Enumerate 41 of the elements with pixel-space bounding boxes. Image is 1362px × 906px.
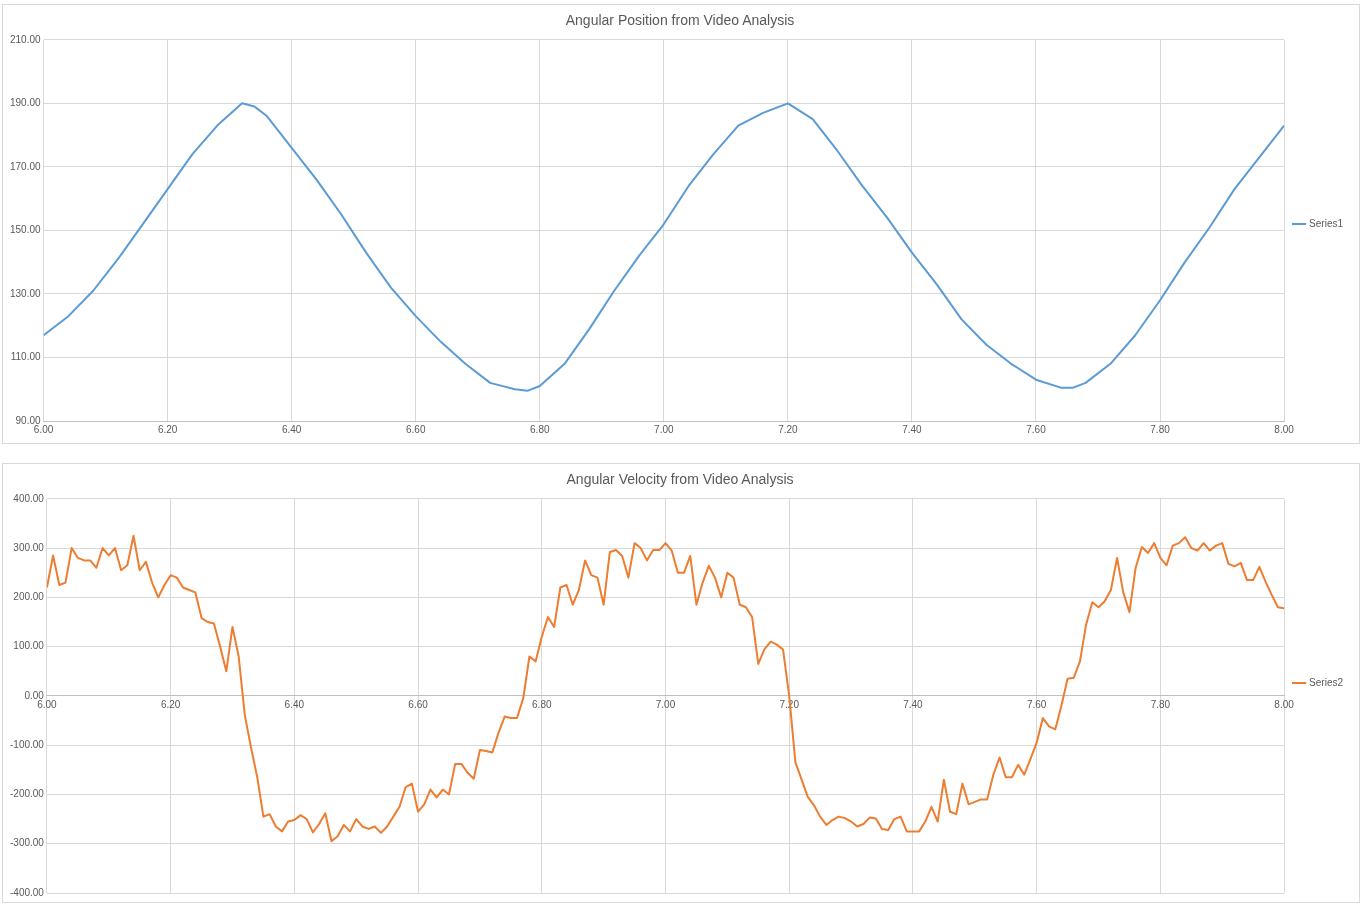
x-tick-label: 6.60 bbox=[406, 423, 426, 435]
x-tick-label: 7.80 bbox=[1150, 423, 1171, 435]
y-tick-label: 0.00 bbox=[24, 689, 45, 701]
x-tick-label: 6.00 bbox=[37, 698, 58, 710]
x-tick-label: 7.20 bbox=[778, 423, 799, 435]
y-tick-label: 210.00 bbox=[9, 33, 42, 45]
y-tick-label: -100.00 bbox=[9, 738, 45, 750]
y-tick-label: -300.00 bbox=[9, 837, 45, 849]
x-tick-label: 6.80 bbox=[532, 698, 552, 710]
x-tick-label: 7.60 bbox=[1026, 423, 1047, 435]
x-tick-label: 7.40 bbox=[903, 698, 924, 710]
y-tick-label: 130.00 bbox=[9, 287, 42, 299]
chart-title: Angular Velocity from Video Analysis bbox=[566, 471, 794, 488]
x-tick-label: 6.60 bbox=[408, 698, 429, 710]
x-tick-label: 6.40 bbox=[281, 423, 302, 435]
x-tick-label: 6.20 bbox=[157, 423, 178, 435]
y-tick-label: 200.00 bbox=[13, 591, 45, 603]
x-tick-label: 7.00 bbox=[655, 698, 676, 710]
y-tick-label: 170.00 bbox=[9, 160, 42, 172]
legend-label: Series1 bbox=[1309, 217, 1344, 229]
x-tick-label: 8.00 bbox=[1274, 423, 1295, 435]
legend-label: Series2 bbox=[1309, 676, 1344, 688]
x-tick-label: 6.20 bbox=[160, 698, 181, 710]
y-tick-label: 90.00 bbox=[15, 414, 42, 426]
chart-title: Angular Position from Video Analysis bbox=[565, 12, 795, 29]
y-tick-label: 150.00 bbox=[9, 224, 42, 236]
y-tick-label: 400.00 bbox=[13, 492, 45, 504]
y-tick-label: 300.00 bbox=[13, 541, 45, 553]
x-tick-label: 6.00 bbox=[33, 423, 54, 435]
x-tick-label: 6.40 bbox=[284, 698, 305, 710]
y-tick-label: -400.00 bbox=[9, 886, 45, 898]
y-tick-label: 190.00 bbox=[9, 97, 42, 109]
y-tick-label: 110.00 bbox=[10, 351, 42, 363]
x-tick-label: 6.80 bbox=[530, 423, 550, 435]
x-tick-label: 7.80 bbox=[1150, 698, 1171, 710]
x-tick-label: 8.00 bbox=[1274, 698, 1295, 710]
x-tick-label: 7.60 bbox=[1026, 698, 1047, 710]
y-tick-label: 100.00 bbox=[13, 640, 45, 652]
x-tick-label: 7.40 bbox=[902, 423, 923, 435]
y-tick-label: -200.00 bbox=[9, 788, 45, 800]
x-tick-label: 7.00 bbox=[654, 423, 675, 435]
